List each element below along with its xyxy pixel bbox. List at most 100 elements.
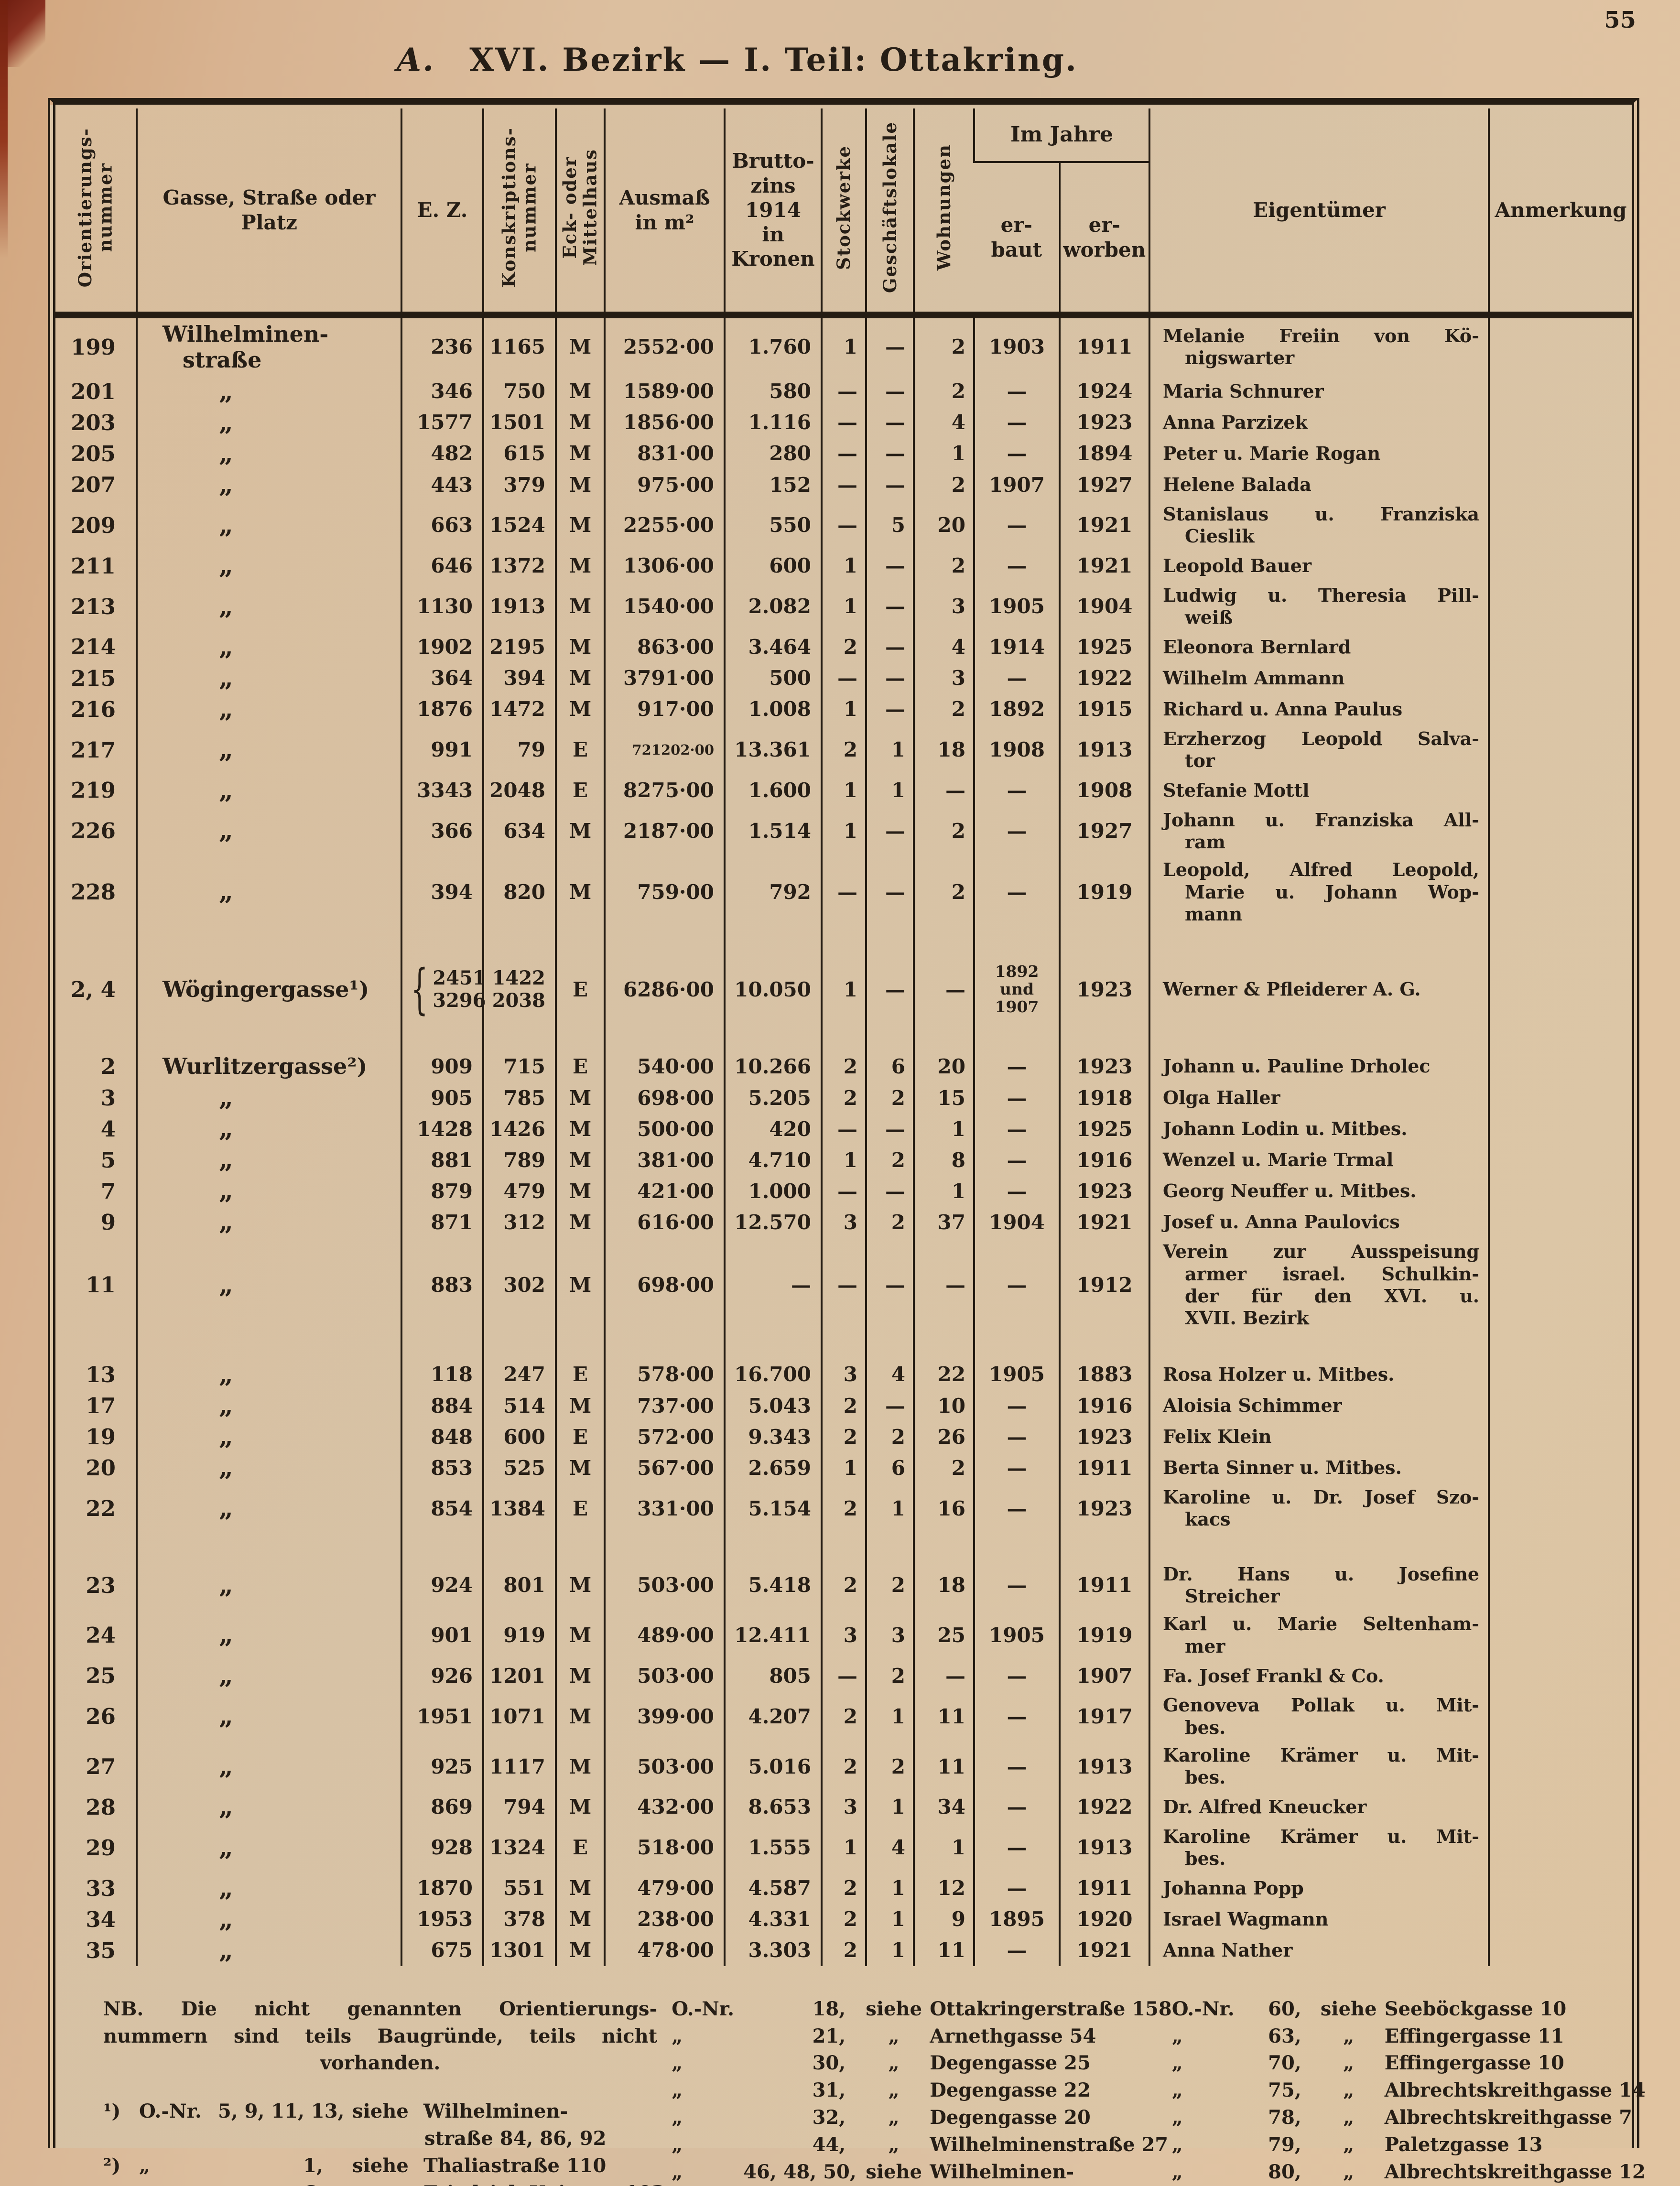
cell-konskriptionsnummer: 1422 2038 (482, 928, 556, 1024)
cell-eigentuemer: Eleonora Bernlard (1149, 631, 1489, 663)
erworben-value: 1907 (1076, 1664, 1133, 1688)
cell-bruttozins: 10.050 (724, 928, 822, 1024)
footnote-line: ²) „ 1, siehe Thaliastraße 110 (103, 2153, 672, 2180)
konskriptionsnummer-value: 750 (503, 379, 545, 403)
cell-stockwerke: — (821, 1238, 866, 1332)
cell-eck-mittelhaus: E (555, 1822, 605, 1873)
stockwerke-value: — (837, 1273, 857, 1297)
cell-orientierungsnummer: 34 (55, 1904, 137, 1935)
eck-mittelhaus-value: E (572, 738, 588, 762)
cell-erbaut: 1905 (973, 581, 1060, 632)
erbaut-value: — (1007, 1876, 1027, 1900)
owner-name: Karoline u. Dr. Josef Szo- (1163, 1486, 1480, 1508)
eck-mittelhaus-value: M (569, 1148, 592, 1172)
footnote-onr-label: „ (139, 2180, 218, 2186)
stockwerke-value: 1 (843, 697, 857, 721)
cell-ausmass: 975·00 (604, 469, 725, 500)
cell-konskriptionsnummer: 2048 (482, 775, 556, 806)
cell-erbaut: — (973, 1082, 1060, 1114)
table-row: 4 „ 1428 1426 M 500·00 420 — — 1 — 1925 Johann Lodin… (55, 1113, 1632, 1145)
erworben-value: 1925 (1076, 635, 1133, 659)
cell-eigentuemer: Ludwig u. Theresia Pill-weiß (1149, 581, 1489, 632)
erbaut-value: — (1007, 1179, 1027, 1203)
ez-value: 925 (431, 1754, 473, 1778)
cell-anmerkung (1488, 550, 1632, 582)
ez-value: 883 (431, 1273, 473, 1297)
erworben-value: 1921 (1076, 513, 1133, 537)
cell-erbaut: — (973, 1935, 1060, 1966)
stockwerke-value: 2 (843, 1907, 857, 1931)
konskriptionsnummer-value: 479 (503, 1179, 545, 1203)
cell-anmerkung (1488, 856, 1632, 929)
cell-konskriptionsnummer: 394 (482, 662, 556, 694)
ausmass-value: 578·00 (637, 1363, 714, 1386)
wohnungen-value: 4 (951, 635, 965, 659)
cell-ausmass: 6286·00 (604, 928, 725, 1024)
footnote-number: 46, 48, 50, (743, 2160, 856, 2183)
cell-street: „ (136, 806, 401, 856)
owner-name: bes. (1185, 1716, 1226, 1738)
table-row: 11 „ 883 302 M 698·00 — — — — — 1912 Verein zur Auss… (55, 1238, 1632, 1332)
wohnungen-value: 11 (937, 1754, 965, 1778)
cell-ez: 1953 (401, 1904, 483, 1935)
stockwerke-value: 3 (843, 1795, 857, 1819)
cell-stockwerke: 3 (821, 1332, 866, 1390)
orientierungsnummer-value: 215 (71, 665, 116, 691)
geschaeftslokale-value: 2 (891, 1210, 905, 1234)
col-header-eck-mittelhaus: Eck- oder Mittelhaus (555, 108, 605, 318)
orientierungsnummer-value: 2, 4 (71, 976, 116, 1002)
orientierungsnummer-value: 2 (100, 1054, 116, 1080)
owner-name: Johanna Popp (1163, 1877, 1304, 1899)
orientierungsnummer-value: 35 (86, 1937, 116, 1963)
ausmass-value: 2552·00 (623, 335, 714, 359)
geschaeftslokale-value: — (885, 379, 905, 403)
cell-stockwerke: 2 (821, 1421, 866, 1452)
cell-geschaeftslokale: 2 (865, 1207, 914, 1238)
erbaut-value: 1907 (989, 473, 1045, 497)
ditto-mark: „ (219, 407, 233, 437)
cell-erworben: 1921 (1058, 500, 1150, 551)
cell-ez: 924 (401, 1533, 483, 1611)
table-row: 226 „ 366 634 M 2187·00 1.514 1 — 2 — 1927 Johann u.… (55, 806, 1632, 856)
erworben-value: 1923 (1076, 977, 1133, 1001)
footnote-line: „ 32, „ Degengasse 20 (672, 2104, 1172, 2132)
cell-ausmass: 1306·00 (604, 550, 725, 582)
cell-ausmass: 478·00 (604, 1935, 725, 1966)
orientierungsnummer-value: 9 (100, 1210, 116, 1235)
cell-eck-mittelhaus: M (555, 1113, 605, 1145)
col-header-stockwerke-label: Stockwerke (833, 145, 855, 270)
ausmass-value: 1540·00 (623, 595, 714, 618)
footnotes: NB. Die nicht genannten Orientierungs-nu… (103, 1996, 1646, 2186)
ez-value: 854 (431, 1496, 473, 1520)
eck-mittelhaus-value: M (569, 880, 592, 904)
cell-geschaeftslokale: — (865, 438, 914, 469)
cell-ausmass: 540·00 (604, 1024, 725, 1082)
cell-konskriptionsnummer: 919 (482, 1610, 556, 1661)
cell-orientierungsnummer: 228 (55, 856, 137, 928)
cell-bruttozins: 280 (724, 438, 822, 469)
geschaeftslokale-value: — (885, 411, 905, 434)
ez-value: 879 (431, 1179, 473, 1203)
owner-name: Werner & Pfleiderer A. G. (1163, 978, 1421, 1000)
cell-ausmass: 489·00 (604, 1610, 725, 1661)
cell-orientierungsnummer: 211 (55, 551, 137, 582)
wohnungen-value: 16 (937, 1496, 965, 1520)
cell-geschaeftslokale: 2 (865, 1533, 914, 1611)
eck-mittelhaus-value: E (572, 1496, 588, 1520)
table-row: 19 „ 848 600 E 572·00 9.343 2 2 26 — 1923 Felix Klei… (55, 1421, 1632, 1452)
footnote-number: 44, (812, 2133, 846, 2156)
bruttozins-value: 10.050 (734, 977, 811, 1001)
orientierungsnummer-value: 23 (86, 1572, 116, 1598)
cell-ez: 646 (401, 550, 483, 582)
cell-wohnungen: 1 (913, 1176, 974, 1207)
ez-stack: 2451 3296 (433, 967, 486, 1012)
cell-konskriptionsnummer: 525 (482, 1452, 556, 1484)
cell-street: „ (136, 1904, 401, 1935)
ez-value: 1130 (417, 595, 473, 618)
cell-eck-mittelhaus: M (555, 1533, 605, 1611)
cell-eck-mittelhaus: E (555, 1024, 605, 1082)
cell-street: „ (136, 1872, 401, 1904)
owner-name: Anna Parzizek (1163, 411, 1308, 433)
footnote-line: „6,„Friedrich Kaiserg. 103, (103, 2180, 672, 2186)
erworben-value: 1921 (1076, 554, 1133, 578)
